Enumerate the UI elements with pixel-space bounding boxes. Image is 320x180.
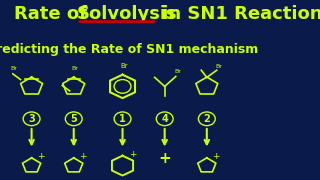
Text: +: + [79,152,87,161]
Text: Solvolysis: Solvolysis [77,5,178,23]
Text: 4: 4 [161,114,168,124]
Text: +: + [37,152,45,161]
Text: Br: Br [121,63,128,69]
Text: +: + [129,150,137,159]
Text: Predicting the Rate of SN1 mechanism: Predicting the Rate of SN1 mechanism [0,43,258,56]
Text: +: + [158,151,171,166]
Text: +: + [212,152,220,161]
Text: in SN1 Reaction.: in SN1 Reaction. [156,5,320,23]
Text: Rate of: Rate of [14,5,93,23]
Text: Br: Br [216,64,222,69]
Text: Br: Br [174,69,181,74]
Text: 2: 2 [204,114,210,124]
Text: 5: 5 [70,114,77,124]
Text: Br: Br [10,66,17,71]
Text: 1: 1 [119,114,126,124]
Text: 3: 3 [28,114,35,124]
Text: Br: Br [71,66,78,71]
